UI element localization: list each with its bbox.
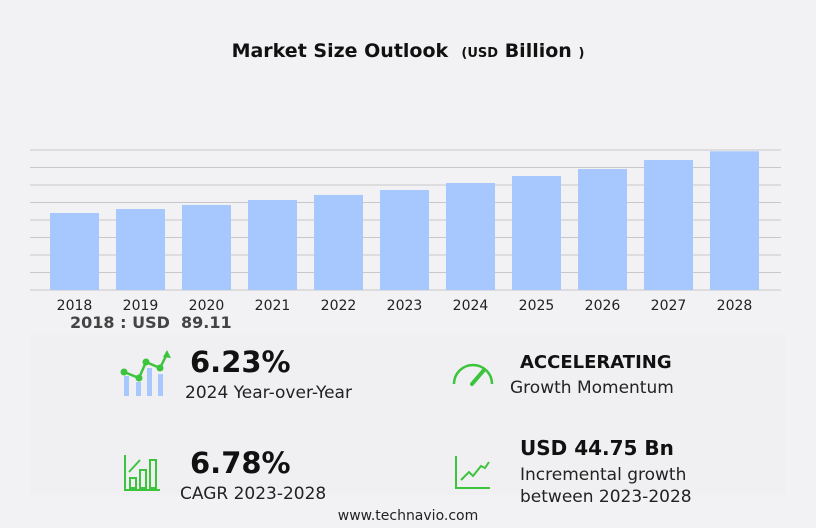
x-tick-label: 2023	[387, 298, 423, 314]
bar-2022	[314, 194, 363, 290]
title-main: Market Size Outlook	[231, 40, 449, 62]
bar-2028	[710, 151, 759, 290]
bar-2019	[116, 209, 165, 290]
title-paren-open: (	[461, 46, 468, 61]
x-tick-label: 2025	[519, 298, 555, 314]
x-tick-label: 2026	[585, 298, 621, 314]
title-billion: Billion	[504, 40, 572, 62]
base-year-label: 2018 : USD 89.11	[70, 313, 232, 332]
incremental-value: USD 44.75 Bn	[520, 436, 674, 460]
bar-chart: 2018 2019 2020 2021 2022 2023 2024 2025 2026 2027…	[30, 149, 781, 314]
bar-2021	[248, 200, 297, 290]
bar-2026	[578, 169, 627, 290]
x-tick-label: 2018	[57, 298, 93, 314]
bar-2023	[380, 190, 429, 290]
footer-url[interactable]: www.technavio.com	[337, 508, 479, 524]
cagr-chart-icon	[124, 455, 160, 491]
bar-2025	[512, 176, 561, 290]
bar-2018	[50, 212, 99, 290]
growth-chart-icon	[120, 350, 171, 396]
incremental-growth-icon	[455, 456, 490, 489]
momentum-label: Growth Momentum	[510, 378, 674, 398]
cagr-label: CAGR 2023-2028	[180, 484, 327, 504]
x-tick-label: 2028	[717, 298, 753, 314]
yoy-value: 6.23%	[190, 345, 291, 379]
cagr-value: 6.78%	[190, 446, 291, 480]
title-unit: USD	[467, 46, 499, 61]
incremental-label-2: between 2023-2028	[520, 487, 692, 507]
x-tick-label: 2024	[453, 298, 489, 314]
x-tick-label: 2022	[321, 298, 357, 314]
incremental-label-1: Incremental growth	[520, 465, 687, 485]
x-tick-label: 2021	[255, 298, 291, 314]
yoy-label: 2024 Year-over-Year	[185, 383, 352, 403]
bar-2027	[644, 160, 693, 290]
title-paren-close: )	[578, 46, 585, 61]
bar-2020	[182, 204, 231, 290]
momentum-value: ACCELERATING	[520, 352, 672, 373]
x-tick-label: 2027	[651, 298, 687, 314]
bar-2024	[446, 183, 495, 290]
chart-title: Market Size Outlook (USD Billion )	[0, 40, 816, 62]
speedometer-icon	[452, 363, 494, 386]
x-tick-label: 2020	[189, 298, 225, 314]
x-tick-label: 2019	[123, 298, 159, 314]
